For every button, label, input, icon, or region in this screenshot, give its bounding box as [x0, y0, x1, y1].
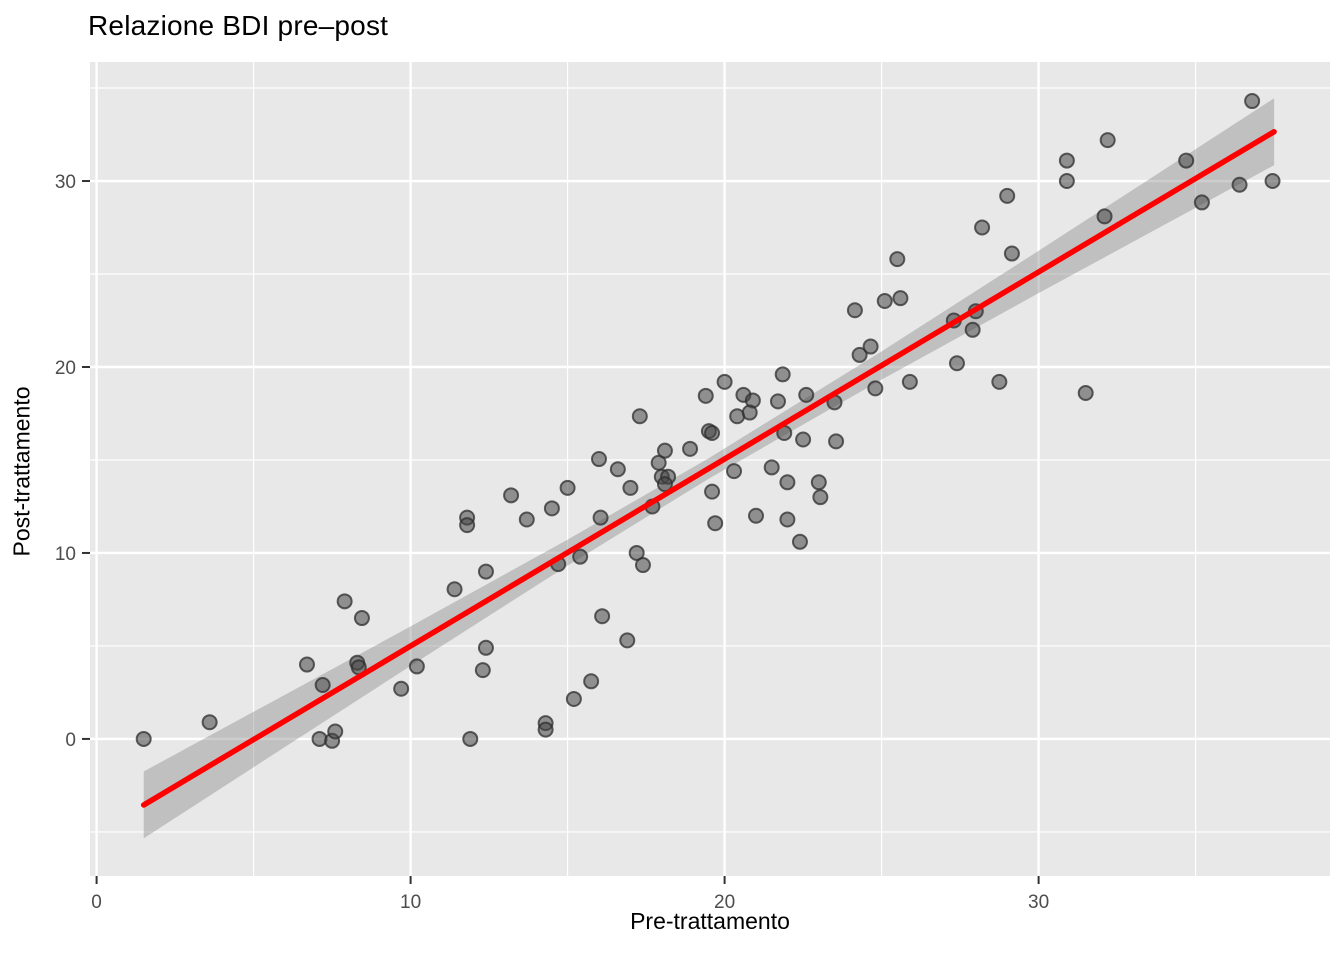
data-point: [726, 463, 743, 480]
data-point: [518, 511, 535, 528]
data-point: [812, 489, 829, 506]
data-point: [974, 219, 991, 236]
data-point: [704, 483, 721, 500]
data-point: [828, 433, 845, 450]
data-point: [336, 593, 353, 610]
data-point: [631, 408, 648, 425]
x-tick-label: 10: [400, 892, 421, 913]
y-tick-label: 0: [65, 730, 76, 751]
data-point: [1099, 132, 1116, 149]
data-point: [851, 346, 868, 363]
data-point: [628, 544, 645, 561]
data-point: [791, 533, 808, 550]
data-point: [353, 610, 370, 627]
data-point: [592, 509, 609, 526]
data-point: [779, 474, 796, 491]
data-point: [622, 479, 639, 496]
data-point: [1244, 93, 1261, 110]
data-point: [707, 515, 724, 532]
data-point: [769, 393, 786, 410]
data-point: [763, 459, 780, 476]
data-point: [798, 386, 815, 403]
data-point: [682, 440, 699, 457]
data-point: [634, 557, 651, 574]
data-point: [1231, 176, 1248, 193]
data-point: [1178, 152, 1195, 169]
data-point: [697, 387, 714, 404]
data-point: [462, 730, 479, 747]
data-point: [810, 474, 827, 491]
data-point: [867, 380, 884, 397]
data-point: [459, 517, 476, 534]
data-point: [327, 723, 344, 740]
y-tick-label: 20: [55, 358, 76, 379]
data-point: [135, 730, 152, 747]
data-point: [543, 500, 560, 517]
data-point: [201, 714, 218, 731]
data-point: [583, 673, 600, 690]
data-point: [1096, 208, 1113, 225]
data-point: [537, 721, 554, 738]
x-axis-title: Pre-trattamento: [630, 908, 790, 934]
data-point: [846, 302, 863, 319]
data-point: [559, 479, 576, 496]
data-point: [748, 507, 765, 524]
data-point: [892, 290, 909, 307]
data-point: [565, 690, 582, 707]
regression-line: [140, 128, 1277, 808]
y-tick-label: 30: [55, 172, 76, 193]
data-point: [503, 487, 520, 504]
data-point: [741, 404, 758, 421]
data-point: [862, 338, 879, 355]
data-point: [876, 292, 893, 309]
data-point: [774, 366, 791, 383]
data-point: [999, 187, 1016, 204]
data-point: [1003, 245, 1020, 262]
data-point: [779, 511, 796, 528]
data-point: [1193, 194, 1210, 211]
data-point: [298, 656, 315, 673]
data-point: [1264, 173, 1281, 190]
data-point: [1058, 173, 1075, 190]
y-tick-label: 10: [55, 544, 76, 565]
data-point: [656, 442, 673, 459]
data-point: [314, 677, 331, 694]
data-point: [1058, 152, 1075, 169]
data-point: [477, 563, 494, 580]
data-point: [901, 373, 918, 390]
data-point: [474, 662, 491, 679]
data-point: [656, 476, 673, 493]
data-point: [446, 581, 463, 598]
data-point: [948, 355, 965, 372]
x-tick-label: 0: [91, 892, 102, 913]
data-point: [609, 461, 626, 478]
data-point: [889, 251, 906, 268]
data-point: [477, 639, 494, 656]
data-point: [1077, 385, 1094, 402]
data-point: [590, 451, 607, 468]
chart-title: Relazione BDI pre–post: [88, 10, 389, 41]
data-point: [594, 608, 611, 625]
data-point: [393, 680, 410, 697]
data-point: [795, 431, 812, 448]
data-point: [572, 548, 589, 565]
data-point: [408, 658, 425, 675]
x-tick-label: 20: [714, 892, 735, 913]
data-point: [991, 373, 1008, 390]
x-tick-label: 30: [1028, 892, 1049, 913]
data-point: [619, 632, 636, 649]
data-point: [716, 373, 733, 390]
data-point: [704, 425, 721, 442]
data-point: [964, 321, 981, 338]
